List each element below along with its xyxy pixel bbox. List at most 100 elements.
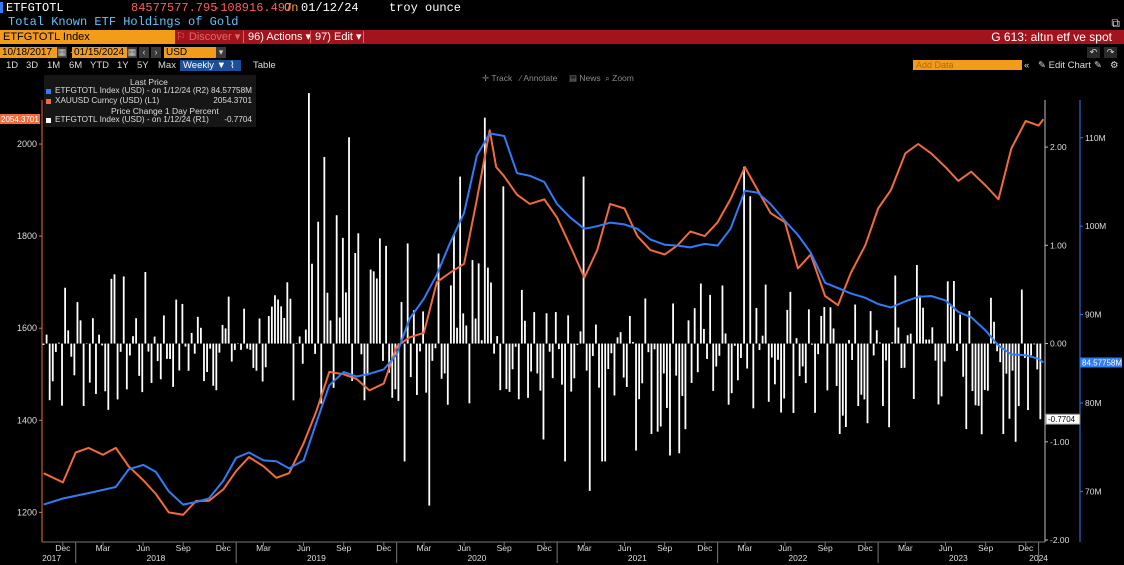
legend-subtitle: Price Change 1 Day Percent — [111, 106, 219, 116]
weekly-change-bar — [95, 343, 97, 394]
actions-key: 96 — [248, 31, 261, 43]
news-tool[interactable]: ▤ News — [569, 73, 601, 83]
weekly-change-bar — [378, 238, 381, 344]
weekly-change-bar — [98, 334, 100, 344]
weekly-change-bar — [542, 343, 545, 440]
weekly-change-bar — [986, 343, 989, 391]
table-button[interactable]: Table — [253, 60, 276, 71]
weekly-change-bar — [212, 343, 215, 386]
weekly-change-bar — [730, 343, 733, 394]
x-axis-year-label: 2019 — [307, 553, 326, 563]
weekly-change-bar — [980, 343, 983, 435]
weekly-change-bar — [804, 343, 807, 384]
chevron-left-icon[interactable]: ‹ — [139, 47, 149, 58]
actions-button[interactable]: 96) Actions ▾ — [248, 31, 312, 43]
track-tool[interactable]: ✛ Track — [482, 73, 512, 83]
weekly-change-bar — [863, 343, 866, 400]
chart-canvas[interactable]: 1200 1400 1600 1800 2000 2054.3701 2.00 1.00 0.0… — [0, 72, 1124, 565]
period-3d[interactable]: 3D — [26, 60, 39, 71]
weekly-change-bar — [919, 295, 921, 344]
weekly-change-bar — [437, 253, 440, 344]
weekly-change-bar — [588, 343, 591, 491]
start-date-input[interactable]: 10/18/2017 — [0, 47, 58, 58]
discover-button[interactable]: ⚐ Discover ▾ — [176, 31, 241, 43]
chevron-right-icon[interactable]: › — [151, 47, 161, 58]
weekly-change-bar — [777, 343, 779, 360]
frequency-select[interactable]: Weekly ▼ — [180, 60, 230, 71]
chevron-down-icon[interactable]: ▾ — [216, 47, 226, 58]
r2-current-value: 84.57758M — [1082, 358, 1122, 367]
x-axis-month-label: Jun — [778, 543, 792, 553]
x-axis-year-label: 2018 — [146, 553, 165, 563]
period-ytd[interactable]: YTD — [90, 60, 109, 71]
currency-select[interactable]: USD — [164, 47, 218, 58]
period-row: 1D 3D 1M 6M YTD 1Y 5Y Max Weekly ▼ ⌇ Tab… — [0, 60, 1124, 72]
weekly-change-bar — [536, 343, 539, 374]
legend-value: 84.57758M — [211, 86, 252, 95]
add-data-input[interactable]: Add Data — [913, 60, 1022, 70]
chart-type-icon[interactable]: ⌇ — [227, 60, 241, 71]
security-description: Total Known ETF Holdings of Gold — [8, 15, 239, 29]
edit-button[interactable]: 97) Edit ▾ — [315, 31, 362, 43]
weekly-change-bar — [317, 221, 320, 344]
weekly-change-bar — [548, 343, 551, 352]
period-1m[interactable]: 1M — [47, 60, 61, 71]
redo-icon[interactable]: ↷ — [1104, 47, 1117, 58]
weekly-change-bar — [878, 342, 881, 344]
weekly-change-bar — [138, 343, 141, 376]
calendar-icon[interactable]: ▦ — [127, 47, 137, 58]
weekly-change-bar — [610, 343, 613, 354]
weekly-change-bar — [718, 343, 721, 356]
weekly-change-bar — [570, 343, 573, 392]
x-axis-month-label: Mar — [577, 543, 592, 553]
x-axis-month-label: Mar — [417, 543, 432, 553]
popout-icon[interactable]: ⧉ — [1111, 16, 1120, 30]
undo-icon[interactable]: ↶ — [1087, 47, 1100, 58]
weekly-change-bar — [311, 263, 313, 344]
annotate-tool[interactable]: ⁄ Annotate — [520, 73, 557, 83]
zoom-tool[interactable]: ⌕ Zoom — [605, 73, 634, 83]
weekly-change-bar — [613, 343, 616, 396]
weekly-change-bar — [604, 343, 607, 462]
period-6m[interactable]: 6M — [69, 60, 83, 71]
weekly-change-bar — [221, 324, 224, 344]
period-max[interactable]: Max — [158, 60, 176, 71]
end-date-input[interactable]: 01/15/2024 — [72, 47, 130, 58]
gear-icon[interactable]: ⚙ — [1110, 60, 1119, 71]
weekly-change-bar — [783, 343, 786, 399]
ticker-symbol[interactable]: ETFGTOTL — [6, 1, 64, 15]
weekly-change-bar — [332, 343, 335, 388]
left-axis-label: 2000 — [17, 139, 37, 149]
weekly-change-bar — [132, 336, 134, 344]
weekly-change-bar — [533, 312, 536, 344]
calendar-icon[interactable]: ▦ — [57, 47, 67, 58]
weekly-change-bar — [872, 343, 875, 356]
weekly-change-bar — [323, 156, 326, 344]
weekly-change-bar — [789, 291, 792, 344]
weekly-change-bar — [42, 343, 45, 345]
weekly-change-bar — [73, 343, 76, 376]
r1-axis-label: -2.00 — [1050, 535, 1070, 545]
period-1y[interactable]: 1Y — [117, 60, 129, 71]
weekly-change-bar — [1036, 343, 1039, 370]
x-axis-month-label: Dec — [697, 543, 713, 553]
weekly-change-bar — [162, 315, 165, 344]
weekly-change-bar — [252, 343, 255, 368]
weekly-change-bar — [925, 339, 928, 344]
edit-icon[interactable]: ✎ — [1094, 60, 1102, 71]
period-1d[interactable]: 1D — [6, 60, 19, 71]
weekly-change-bar — [740, 343, 742, 358]
weekly-change-bar — [835, 343, 838, 386]
weekly-change-bar — [811, 343, 813, 345]
weekly-change-bar — [672, 303, 674, 344]
collapse-icon[interactable]: « — [1024, 60, 1030, 71]
weekly-change-bar — [983, 343, 986, 390]
weekly-change-bar — [508, 343, 511, 392]
weekly-change-bar — [511, 343, 514, 370]
edit-chart-button[interactable]: ✎ Edit Chart — [1038, 60, 1091, 71]
weekly-change-bar — [743, 166, 745, 344]
period-5y[interactable]: 5Y — [137, 60, 149, 71]
weekly-change-bar — [687, 320, 690, 344]
weekly-change-bar — [196, 316, 199, 344]
index-field[interactable]: ETFGTOTL Index — [0, 30, 175, 44]
